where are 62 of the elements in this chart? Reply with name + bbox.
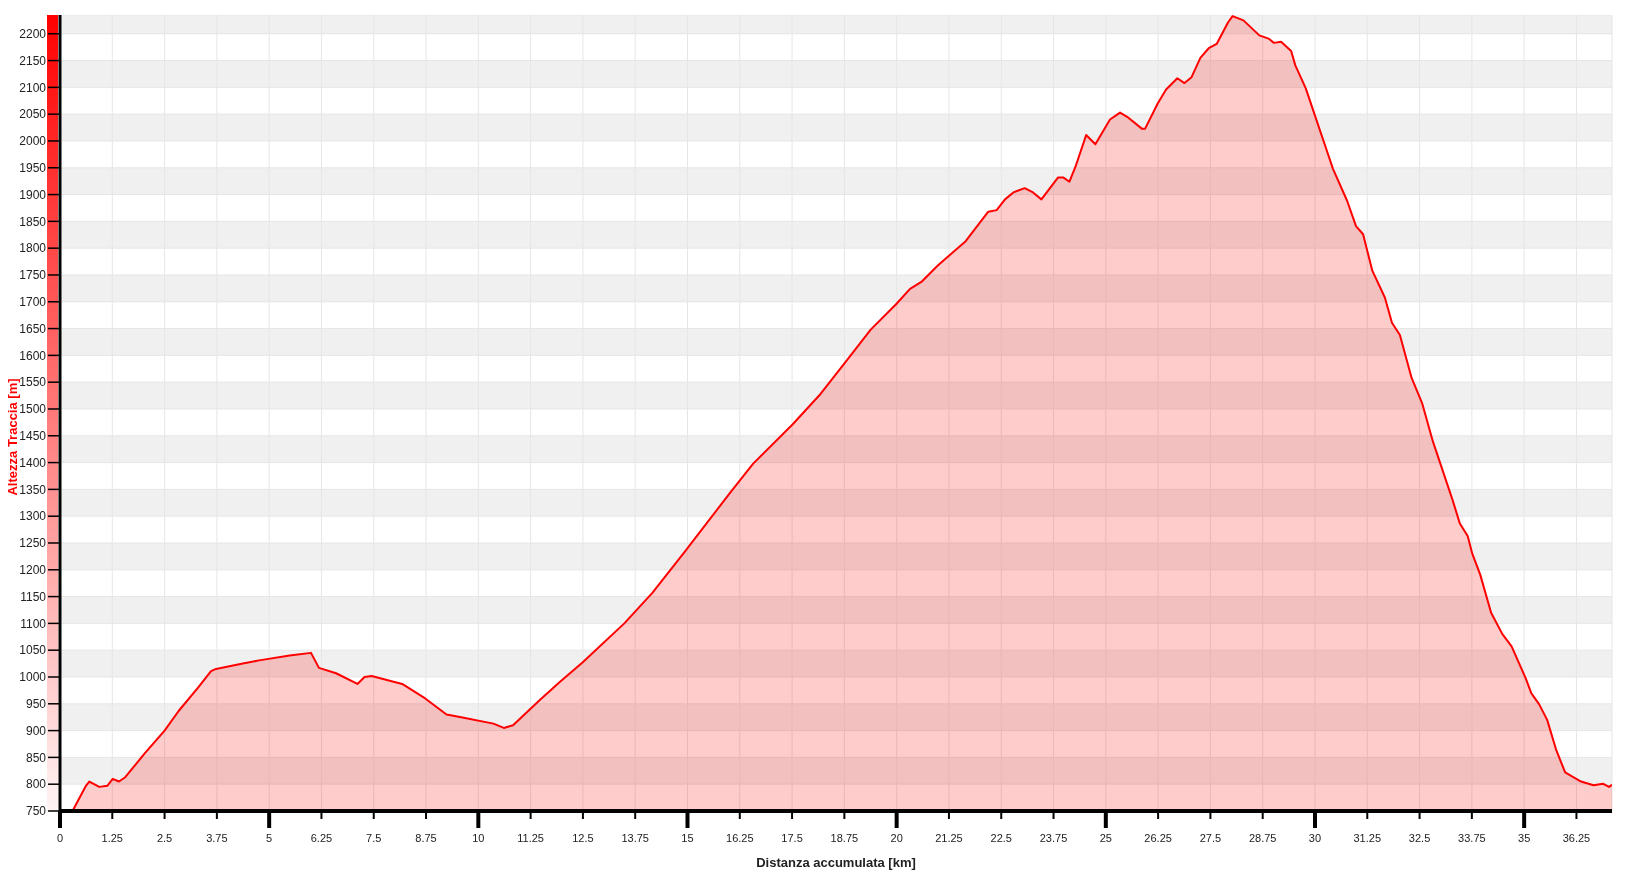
x-tick-label: 36.25 bbox=[1562, 832, 1591, 844]
x-tick-label: 27.5 bbox=[1199, 832, 1222, 844]
y-tick-label: 1050 bbox=[19, 643, 47, 658]
x-tick-label: 32.5 bbox=[1408, 832, 1431, 844]
y-tick-label: 750 bbox=[25, 804, 47, 819]
y-tick-label: 1650 bbox=[19, 321, 47, 336]
y-tick-label: 1800 bbox=[19, 241, 47, 256]
x-tick-label: 1.25 bbox=[101, 832, 123, 844]
x-tick-label: 20 bbox=[890, 832, 903, 844]
y-tick-label: 1450 bbox=[19, 429, 47, 444]
x-tick-label: 16.25 bbox=[726, 832, 754, 844]
y-tick-label: 2100 bbox=[19, 80, 47, 95]
y-tick-label: 1550 bbox=[19, 375, 47, 390]
x-tick-label: 21.25 bbox=[935, 832, 963, 844]
y-tick-label: 1500 bbox=[19, 402, 47, 417]
x-tick-label: 3.75 bbox=[206, 832, 228, 844]
x-tick-label: 35 bbox=[1518, 832, 1531, 844]
y-tick-label: 1250 bbox=[19, 536, 47, 551]
y-tick-label: 1350 bbox=[19, 482, 47, 497]
x-tick-label: 26.25 bbox=[1144, 832, 1172, 844]
y-tick-label: 800 bbox=[25, 777, 47, 792]
x-tick-label: 18.75 bbox=[830, 832, 859, 844]
x-tick-label: 10 bbox=[472, 832, 485, 844]
y-tick-label: 1400 bbox=[19, 455, 47, 470]
y-tick-label: 850 bbox=[25, 750, 47, 765]
y-tick-label: 1000 bbox=[19, 670, 47, 685]
x-tick-label: 13.75 bbox=[621, 832, 649, 844]
y-tick-label: 1100 bbox=[20, 616, 47, 631]
x-tick-label: 6.25 bbox=[310, 832, 333, 844]
y-tick-label: 1600 bbox=[19, 348, 47, 363]
x-tick-label: 12.5 bbox=[572, 832, 594, 844]
y-tick-label: 2000 bbox=[19, 134, 47, 149]
x-tick-label: 22.5 bbox=[990, 832, 1012, 844]
y-tick-label: 2200 bbox=[19, 27, 47, 42]
x-tick-label: 0 bbox=[56, 832, 64, 844]
x-tick-label: 11.25 bbox=[517, 832, 544, 844]
x-tick-label: 25 bbox=[1099, 832, 1112, 844]
y-tick-label: 1300 bbox=[19, 509, 47, 524]
y-tick-label: 1950 bbox=[19, 161, 47, 176]
y-tick-label: 1900 bbox=[19, 187, 47, 202]
x-axis-title: Distanza accumulata [km] bbox=[756, 855, 916, 870]
y-tick-label: 1700 bbox=[19, 295, 47, 310]
y-tick-label: 1150 bbox=[20, 589, 47, 604]
x-tick-label: 15 bbox=[681, 832, 694, 844]
x-tick-label: 2.5 bbox=[156, 832, 173, 844]
x-tick-label: 30 bbox=[1308, 832, 1322, 844]
y-tick-label: 950 bbox=[25, 697, 47, 712]
y-tick-label: 1750 bbox=[19, 268, 47, 283]
x-tick-label: 7.5 bbox=[366, 832, 382, 844]
x-tick-label: 8.75 bbox=[415, 832, 437, 844]
y-axis-title: Altezza Traccia [m] bbox=[4, 378, 20, 496]
y-tick-label: 1850 bbox=[19, 214, 47, 229]
x-tick-label: 5 bbox=[266, 832, 273, 844]
y-tick-label: 2050 bbox=[19, 107, 47, 122]
x-tick-label: 23.75 bbox=[1039, 832, 1068, 844]
x-tick-label: 33.75 bbox=[1458, 832, 1486, 844]
y-tick-label: 1200 bbox=[19, 563, 47, 578]
x-tick-label: 17.5 bbox=[781, 832, 803, 844]
y-tick-label: 900 bbox=[25, 723, 47, 738]
x-tick-label: 31.25 bbox=[1353, 832, 1382, 844]
x-tick-label: 28.75 bbox=[1248, 832, 1277, 844]
y-tick-label: 2150 bbox=[19, 53, 47, 68]
